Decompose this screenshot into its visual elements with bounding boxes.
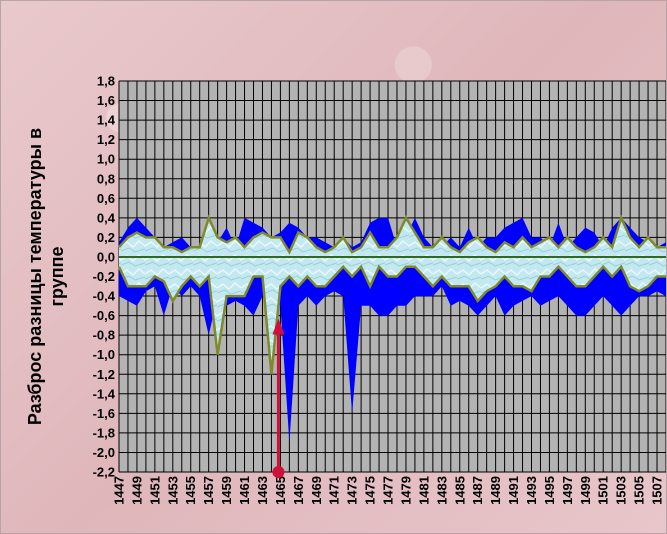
y-tick-label: 1,0 <box>97 152 115 167</box>
x-tick-label: 1481 <box>416 476 431 505</box>
x-axis-ticks: 1447 1449 1451 1453 1455 1457 1459 1461 1463 1465… <box>112 476 665 505</box>
y-tick-label: 0,6 <box>97 191 115 206</box>
x-tick-label: 1459 <box>219 476 234 505</box>
y-tick-label: -1,8 <box>93 425 115 440</box>
y-tick-label: 0,8 <box>97 171 115 186</box>
y-tick-label: -1,2 <box>93 367 115 382</box>
y-tick-label: -0,6 <box>93 308 115 323</box>
x-tick-label: 1479 <box>398 476 413 505</box>
annotation-arrow-origin <box>272 466 285 478</box>
x-tick-label: 1447 <box>112 476 127 505</box>
y-tick-label: -1,0 <box>93 347 115 362</box>
annotation-arrow-head <box>272 318 285 335</box>
y-tick-label: 1,8 <box>97 74 115 89</box>
cyan-upper-line <box>118 214 666 255</box>
x-tick-label: 1453 <box>165 476 180 505</box>
x-tick-label: 1503 <box>614 476 629 505</box>
x-tick-label: 1455 <box>183 476 198 505</box>
x-tick-label: 1469 <box>309 476 324 505</box>
y-tick-label: -0,8 <box>93 328 115 343</box>
y-tick-label: -2,0 <box>93 445 115 460</box>
y-axis-label-line: группе <box>47 246 67 306</box>
y-tick-label: 1,6 <box>97 93 115 108</box>
x-tick-label: 1457 <box>201 476 216 505</box>
cyan-lower-line <box>117 264 666 375</box>
y-tick-label: 0,2 <box>97 230 115 245</box>
x-tick-label: 1473 <box>345 476 360 505</box>
x-tick-label: 1463 <box>255 476 270 505</box>
y-tick-label: 0,4 <box>97 210 116 225</box>
x-tick-label: 1465 <box>273 476 288 505</box>
y-axis-ticks: 1,8 1,6 1,4 1,2 1,0 0,8 0,6 0,4 0,2 0,0 -0,2 -0,4 -0… <box>93 74 116 480</box>
y-tick-label: -2,2 <box>93 465 115 480</box>
x-tick-label: 1499 <box>578 476 593 505</box>
x-tick-label: 1449 <box>129 476 144 505</box>
x-tick-label: 1493 <box>524 476 539 505</box>
y-tick-label: 1,4 <box>97 113 116 128</box>
x-tick-label: 1495 <box>542 476 557 505</box>
x-tick-label: 1483 <box>434 476 449 505</box>
annotation-layer <box>272 318 285 478</box>
x-tick-label: 1501 <box>596 476 611 505</box>
series-layer <box>117 214 666 443</box>
y-axis-label: Разброс разницы температуры в группе <box>25 128 67 425</box>
x-tick-label: 1475 <box>363 476 378 505</box>
x-tick-label: 1489 <box>488 476 503 505</box>
x-tick-label: 1497 <box>560 476 575 505</box>
y-axis-label-line: Разброс разницы температуры в <box>25 128 45 425</box>
x-tick-label: 1505 <box>632 476 647 505</box>
x-tick-label: 1491 <box>506 476 521 505</box>
x-tick-label: 1451 <box>147 476 162 505</box>
x-tick-label: 1461 <box>237 476 252 505</box>
x-tick-label: 1485 <box>452 476 467 505</box>
x-tick-label: 1507 <box>650 476 665 505</box>
y-tick-label: 0,0 <box>97 249 115 264</box>
y-tick-label: -0,2 <box>93 269 115 284</box>
x-tick-label: 1487 <box>470 476 485 505</box>
y-tick-label: -1,6 <box>93 406 115 421</box>
x-tick-label: 1471 <box>327 476 342 505</box>
x-tick-label: 1477 <box>381 476 396 505</box>
y-tick-label: -0,4 <box>93 289 116 304</box>
y-tick-label: -1,4 <box>93 386 116 401</box>
x-tick-label: 1467 <box>291 476 306 505</box>
y-tick-label: 1,2 <box>97 132 115 147</box>
